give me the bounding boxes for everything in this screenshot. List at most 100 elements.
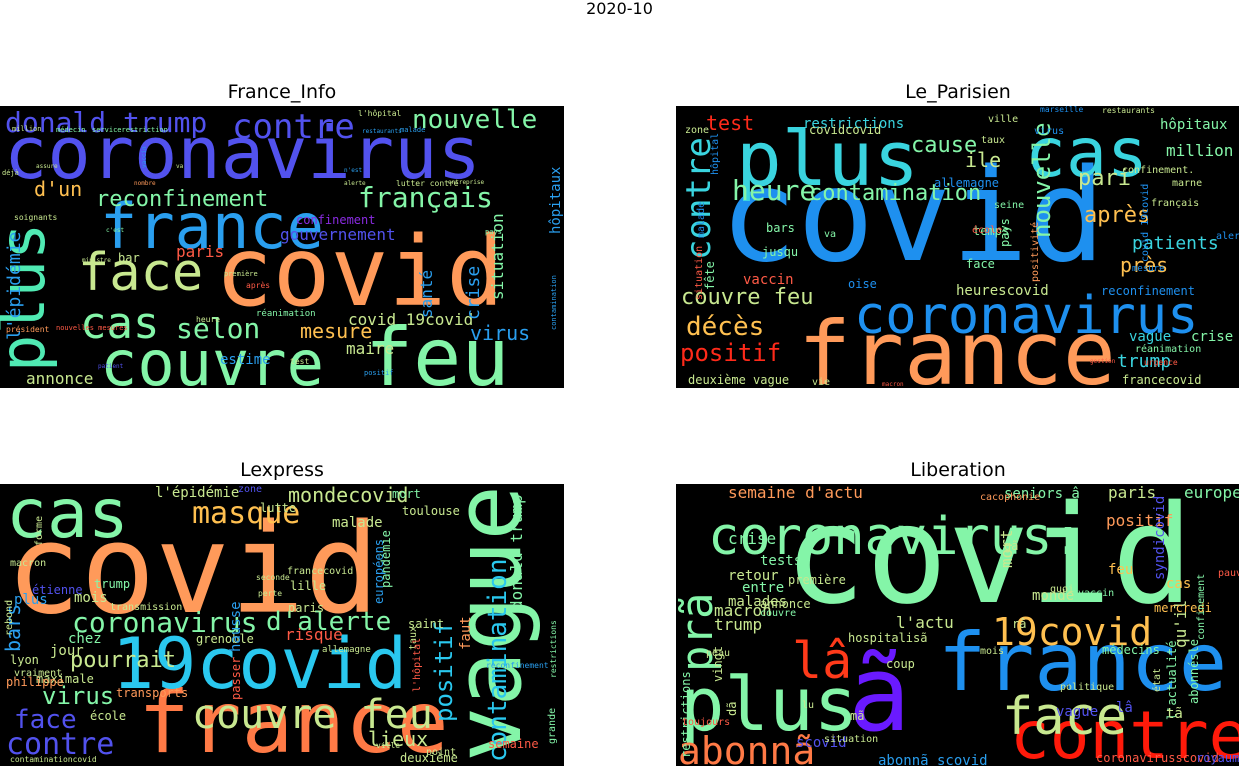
word: médecins [1102,643,1160,657]
word: covid [784,484,1193,635]
word: vaccin [743,272,794,288]
word: forme [34,516,45,546]
word: transports [116,686,188,700]
word: assure [36,163,58,170]
word: covid 19covid [348,310,473,329]
word: l'actu [896,613,954,632]
word: abonnã [678,729,815,766]
word: nouvelles mesures [56,324,128,332]
word: ministre [82,257,111,264]
word: coronavirus [4,111,481,195]
word: feu [365,311,510,388]
word: nombre [134,180,156,187]
word: président [6,324,50,334]
word: entreprise [448,179,485,186]
word: reconfinement [96,187,268,212]
word: face [14,705,77,735]
word: mort [997,529,1016,568]
word: bars [1,604,25,652]
word: va [176,163,184,170]
word: macron [10,558,46,569]
word: test [290,357,309,366]
word: annonce [26,369,93,388]
word: coronavirus: [708,507,1084,567]
word: tã [1166,706,1183,722]
word: contre [6,727,114,762]
word: c'est [106,227,124,234]
word: restrictions [679,671,693,758]
word: couvre feu [192,692,433,738]
word: saint [408,617,444,631]
word: lâ [792,632,852,690]
word: cacophonie [980,492,1040,503]
word: cas [80,298,159,349]
figure-title: 2020-10 [586,0,653,18]
word: heurescovid [956,283,1049,299]
word: jour [50,643,84,659]
word: école [972,224,1002,236]
word: covidcovid [809,123,881,137]
word: temps [973,224,1009,238]
word: première [224,270,258,278]
word: entre [742,580,784,596]
word: mã [850,709,864,723]
word: confinement [296,213,375,227]
word: coronavirus [72,606,257,639]
word: toujours [682,717,730,728]
word: ville [376,741,400,750]
word: restrictions [549,620,558,678]
word: paris [288,601,324,615]
word: lutte [260,501,296,515]
word: grenoble [196,632,254,646]
word: français [1151,198,1199,209]
word: europe [1184,484,1239,502]
word: point [426,747,456,758]
word: contaminationcovid [10,755,97,764]
word: donald trump [507,494,526,610]
word: contamination [483,559,513,763]
word: contre [232,107,355,147]
word: couvre [100,327,324,388]
word: soignants [14,213,58,222]
word: malades [728,594,787,610]
word: couvre [760,608,796,619]
word: restaurants [362,128,402,135]
word: heure [196,315,220,324]
word: paris [176,242,224,261]
word: allemagne [322,645,371,655]
word: zone [685,125,709,136]
word: zone [238,484,262,495]
word: monde [1032,588,1074,604]
word: mesure [300,319,372,343]
word: crise [463,266,484,320]
word: d'un [34,177,82,201]
word: masque [192,496,300,531]
word: vaccin [141,146,148,168]
word: peau [706,648,730,659]
word: marne [1172,178,1202,189]
word: bars [766,221,795,235]
word: philippe [6,675,64,689]
word: maire [346,339,394,358]
word: faut [458,616,474,650]
word: heure [732,174,816,207]
word: covid 19covid [1140,184,1151,262]
word: pays [485,228,502,236]
word: deuxième [400,751,458,765]
word: 19covid [992,610,1152,654]
word: état [1151,668,1163,692]
word: gouvernement [280,225,396,244]
word: passer [229,657,243,700]
word: positif [680,339,781,367]
word: covid [215,216,504,328]
word: déjà [2,169,19,177]
word: première [788,573,846,587]
word: taux [981,135,1005,146]
word: hôpital [709,133,721,175]
word: oise [848,277,877,291]
word: mondecovid [288,484,408,507]
word: face [966,257,995,271]
word: lieux [368,727,428,751]
panel-title-lexpress: Lexpress [240,459,324,481]
